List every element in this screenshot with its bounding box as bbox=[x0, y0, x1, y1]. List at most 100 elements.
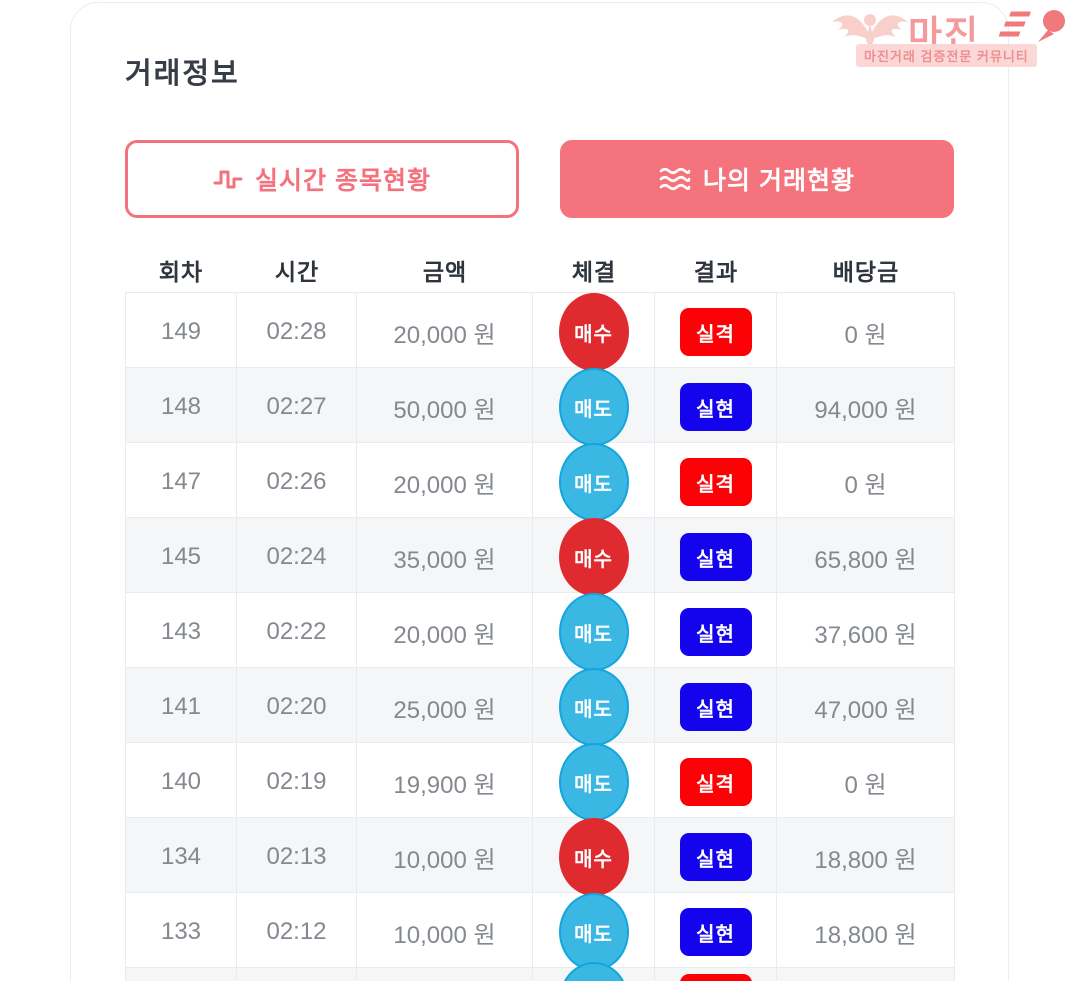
execution-badge-sell: 매도 bbox=[558, 743, 629, 821]
time-cell: 02:19 bbox=[237, 743, 357, 821]
time-cell: 02:12 bbox=[237, 893, 357, 971]
payout-cell: 0 원 bbox=[844, 771, 887, 799]
table-row: 140 02:19 19,900 원 매도 실격 0 원 bbox=[126, 743, 954, 821]
amount-cell: 20,000 원 bbox=[357, 443, 533, 521]
execution-cell: 매수 bbox=[533, 293, 655, 371]
my-trades-label: 나의 거래현황 bbox=[703, 167, 855, 195]
result-cell: 실현 bbox=[655, 668, 777, 746]
result-cell: 실현 bbox=[655, 593, 777, 671]
time-cell: 02:27 bbox=[237, 368, 357, 446]
table-header: 회차 시간 금액 체결 결과 배당금 bbox=[125, 248, 955, 292]
execution-badge-sell: 매도 bbox=[558, 368, 629, 446]
execution-cell: 매도 bbox=[533, 668, 655, 746]
result-cell: 실현 bbox=[655, 893, 777, 971]
column-header: 결과 bbox=[693, 259, 739, 285]
payout-cell: 18,800 원 bbox=[814, 921, 917, 949]
amount-cell: 50,000 원 bbox=[357, 368, 533, 446]
payout-cell: 47,000 원 bbox=[814, 696, 917, 724]
result-badge-win: 실현 bbox=[679, 833, 752, 881]
speed-mark-icon bbox=[998, 10, 1065, 42]
execution-badge-sell: 매도 bbox=[558, 593, 629, 671]
brand-logo: 마진 마진거래 검증전문 커뮤니티 bbox=[830, 2, 1076, 67]
time-cell: 02:20 bbox=[237, 668, 357, 746]
column-header: 시간 bbox=[274, 259, 320, 285]
amount-cell: 20,000 원 bbox=[357, 293, 533, 371]
payout-cell: 65,800 원 bbox=[814, 546, 917, 574]
amount-cell: 10,000 원 bbox=[357, 893, 533, 971]
amount-cell: 20,000 원 bbox=[357, 593, 533, 671]
payout-cell: 0 원 bbox=[844, 471, 887, 499]
result-cell: 실격 bbox=[655, 293, 777, 371]
result-cell bbox=[655, 968, 777, 981]
table-row bbox=[126, 962, 954, 981]
result-badge-win: 실현 bbox=[679, 383, 752, 431]
column-header: 체결 bbox=[571, 259, 617, 285]
my-trades-button[interactable]: 나의 거래현황 bbox=[560, 140, 954, 218]
result-badge-fail: 실격 bbox=[679, 758, 752, 806]
round-cell: 134 bbox=[126, 818, 237, 896]
round-cell: 149 bbox=[126, 293, 237, 371]
result-badge-win: 실현 bbox=[679, 608, 752, 656]
amount-cell: 25,000 원 bbox=[357, 668, 533, 746]
round-cell: 147 bbox=[126, 443, 237, 521]
execution-cell: 매도 bbox=[533, 368, 655, 446]
amount-cell: 10,000 원 bbox=[357, 818, 533, 896]
payout-cell: 94,000 원 bbox=[814, 396, 917, 424]
waves-icon bbox=[659, 167, 691, 191]
amount-cell: 35,000 원 bbox=[357, 518, 533, 596]
round-cell bbox=[126, 968, 237, 981]
realtime-status-label: 실시간 종목현황 bbox=[255, 167, 431, 195]
payout-cell: 18,800 원 bbox=[814, 846, 917, 874]
column-header: 배당금 bbox=[832, 259, 900, 285]
amount-cell: 19,900 원 bbox=[357, 743, 533, 821]
time-cell: 02:22 bbox=[237, 593, 357, 671]
result-badge-fail bbox=[679, 974, 752, 981]
table-row: 143 02:22 20,000 원 매도 실현 37,600 원 bbox=[126, 593, 954, 671]
result-badge-fail: 실격 bbox=[679, 308, 752, 356]
execution-badge-sell: 매도 bbox=[558, 668, 629, 746]
execution-cell: 매도 bbox=[533, 893, 655, 971]
result-cell: 실현 bbox=[655, 368, 777, 446]
result-badge-win: 실현 bbox=[679, 533, 752, 581]
round-cell: 141 bbox=[126, 668, 237, 746]
table-row: 145 02:24 35,000 원 매수 실현 65,800 원 bbox=[126, 518, 954, 596]
execution-badge-buy: 매수 bbox=[558, 293, 629, 371]
table-row: 133 02:12 10,000 원 매도 실현 18,800 원 bbox=[126, 893, 954, 971]
execution-cell: 매수 bbox=[533, 518, 655, 596]
time-cell bbox=[237, 968, 357, 981]
table-row: 141 02:20 25,000 원 매도 실현 47,000 원 bbox=[126, 668, 954, 746]
table-row: 148 02:27 50,000 원 매도 실현 94,000 원 bbox=[126, 368, 954, 446]
time-cell: 02:13 bbox=[237, 818, 357, 896]
round-cell: 148 bbox=[126, 368, 237, 446]
round-cell: 133 bbox=[126, 893, 237, 971]
page-title: 거래정보 bbox=[125, 58, 240, 90]
result-cell: 실현 bbox=[655, 818, 777, 896]
realtime-status-button[interactable]: 실시간 종목현황 bbox=[125, 140, 519, 218]
amount-cell bbox=[357, 968, 533, 981]
payout-cell: 37,600 원 bbox=[814, 621, 917, 649]
result-badge-win: 실현 bbox=[679, 908, 752, 956]
result-badge-win: 실현 bbox=[679, 683, 752, 731]
round-cell: 143 bbox=[126, 593, 237, 671]
execution-cell: 매도 bbox=[533, 593, 655, 671]
execution-badge-buy: 매수 bbox=[558, 818, 629, 896]
table-row: 147 02:26 20,000 원 매도 실격 0 원 bbox=[126, 443, 954, 521]
execution-cell: 매도 bbox=[533, 443, 655, 521]
payout-cell: 0 원 bbox=[844, 321, 887, 349]
brand-tagline: 마진거래 검증전문 커뮤니티 bbox=[856, 44, 1037, 67]
result-cell: 실격 bbox=[655, 743, 777, 821]
result-badge-fail: 실격 bbox=[679, 458, 752, 506]
table-row: 149 02:28 20,000 원 매수 실격 0 원 bbox=[126, 293, 954, 371]
pulse-icon bbox=[213, 170, 243, 189]
time-cell: 02:28 bbox=[237, 293, 357, 371]
execution-badge-sell: 매도 bbox=[558, 893, 629, 971]
time-cell: 02:24 bbox=[237, 518, 357, 596]
result-cell: 실격 bbox=[655, 443, 777, 521]
round-cell: 145 bbox=[126, 518, 237, 596]
round-cell: 140 bbox=[126, 743, 237, 821]
result-cell: 실현 bbox=[655, 518, 777, 596]
table-row: 134 02:13 10,000 원 매수 실현 18,800 원 bbox=[126, 818, 954, 896]
execution-badge-sell: 매도 bbox=[558, 443, 629, 521]
